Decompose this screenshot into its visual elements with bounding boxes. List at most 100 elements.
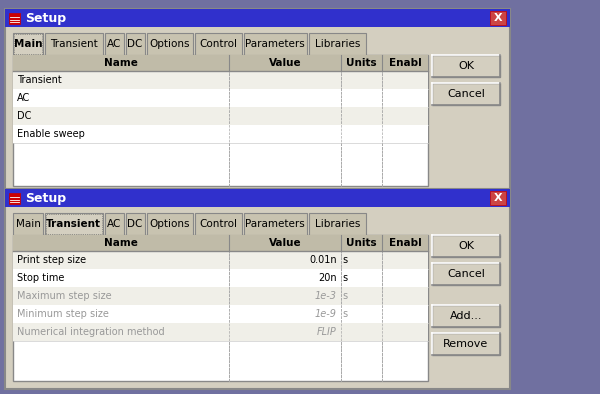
Text: 1e-9: 1e-9 <box>315 309 337 319</box>
Bar <box>308 213 366 235</box>
Text: Cancel: Cancel <box>447 89 485 99</box>
Text: s: s <box>343 255 348 265</box>
Text: Maximum step size: Maximum step size <box>17 291 112 301</box>
Bar <box>45 213 103 235</box>
Text: Options: Options <box>149 39 190 49</box>
Text: AC: AC <box>17 93 30 103</box>
Text: Name: Name <box>104 58 138 68</box>
Bar <box>432 83 500 105</box>
Bar <box>195 33 241 55</box>
Text: Setup: Setup <box>25 11 66 24</box>
Text: Enabl: Enabl <box>389 58 422 68</box>
Text: Add...: Add... <box>450 311 482 321</box>
Bar <box>432 263 500 285</box>
Text: Name: Name <box>104 238 138 248</box>
Text: Libraries: Libraries <box>314 39 360 49</box>
Text: Cancel: Cancel <box>447 269 485 279</box>
Bar <box>13 107 428 125</box>
Bar <box>125 213 145 235</box>
Bar <box>45 33 103 55</box>
Bar <box>400 94 409 103</box>
Bar <box>5 189 510 389</box>
Bar <box>13 213 43 235</box>
Text: Enabl: Enabl <box>389 238 422 248</box>
Text: Libraries: Libraries <box>314 219 360 229</box>
Bar <box>400 256 409 265</box>
Bar <box>280 112 289 121</box>
Text: Control: Control <box>199 39 237 49</box>
Text: X: X <box>494 193 502 203</box>
Text: X: X <box>494 13 502 23</box>
Text: Control: Control <box>199 219 237 229</box>
Bar <box>432 55 500 77</box>
Text: Print step size: Print step size <box>17 255 86 265</box>
Bar <box>308 33 366 55</box>
Text: DC: DC <box>127 39 143 49</box>
Text: OK: OK <box>458 61 474 71</box>
Bar <box>400 130 409 139</box>
Text: Main: Main <box>14 39 42 49</box>
Bar <box>13 235 428 251</box>
Text: Units: Units <box>346 58 377 68</box>
Text: FLIP: FLIP <box>317 327 337 337</box>
Text: 20n: 20n <box>318 273 337 283</box>
Text: Parameters: Parameters <box>245 219 305 229</box>
Bar <box>280 130 289 139</box>
Text: Main: Main <box>16 219 40 229</box>
Text: Stop time: Stop time <box>17 273 64 283</box>
Bar <box>13 89 428 107</box>
Bar <box>146 33 193 55</box>
Text: Setup: Setup <box>25 191 66 204</box>
Text: s: s <box>343 291 348 301</box>
Text: s: s <box>343 273 348 283</box>
Bar <box>13 125 428 143</box>
Text: DC: DC <box>17 111 31 121</box>
Bar <box>104 33 124 55</box>
Text: Minimum step size: Minimum step size <box>17 309 109 319</box>
Bar <box>9 193 20 204</box>
Text: OK: OK <box>458 241 474 251</box>
Bar <box>5 189 510 207</box>
Text: Enable sweep: Enable sweep <box>17 129 85 139</box>
Bar <box>400 292 409 301</box>
Bar <box>13 235 428 381</box>
Bar <box>400 328 409 337</box>
Text: DC: DC <box>127 219 143 229</box>
Text: Value: Value <box>269 58 301 68</box>
Text: Value: Value <box>269 238 301 248</box>
Bar <box>432 235 500 257</box>
Bar <box>280 94 289 103</box>
Text: AC: AC <box>107 39 121 49</box>
Bar <box>13 323 428 341</box>
Bar <box>13 251 428 269</box>
Bar <box>13 305 428 323</box>
Bar <box>13 269 428 287</box>
Bar <box>9 13 20 24</box>
Bar <box>13 287 428 305</box>
Text: Transient: Transient <box>17 75 62 85</box>
Bar <box>146 213 193 235</box>
Text: Units: Units <box>346 238 377 248</box>
Bar <box>13 71 428 89</box>
Bar <box>104 213 124 235</box>
Text: Transient: Transient <box>50 39 98 49</box>
Bar <box>244 213 307 235</box>
Bar <box>400 274 409 283</box>
Bar <box>5 9 510 27</box>
Text: 0.01n: 0.01n <box>309 255 337 265</box>
Bar <box>432 333 500 355</box>
Bar <box>432 305 500 327</box>
Bar <box>13 55 428 71</box>
Bar <box>195 213 241 235</box>
Text: Transient: Transient <box>46 219 101 229</box>
Bar <box>400 76 409 85</box>
Bar <box>400 310 409 319</box>
Bar <box>13 33 43 55</box>
Bar <box>400 112 409 121</box>
Text: AC: AC <box>107 219 121 229</box>
Text: Options: Options <box>149 219 190 229</box>
Bar <box>490 11 506 25</box>
Text: 1e-3: 1e-3 <box>315 291 337 301</box>
Text: Parameters: Parameters <box>245 39 305 49</box>
Text: Remove: Remove <box>443 339 488 349</box>
